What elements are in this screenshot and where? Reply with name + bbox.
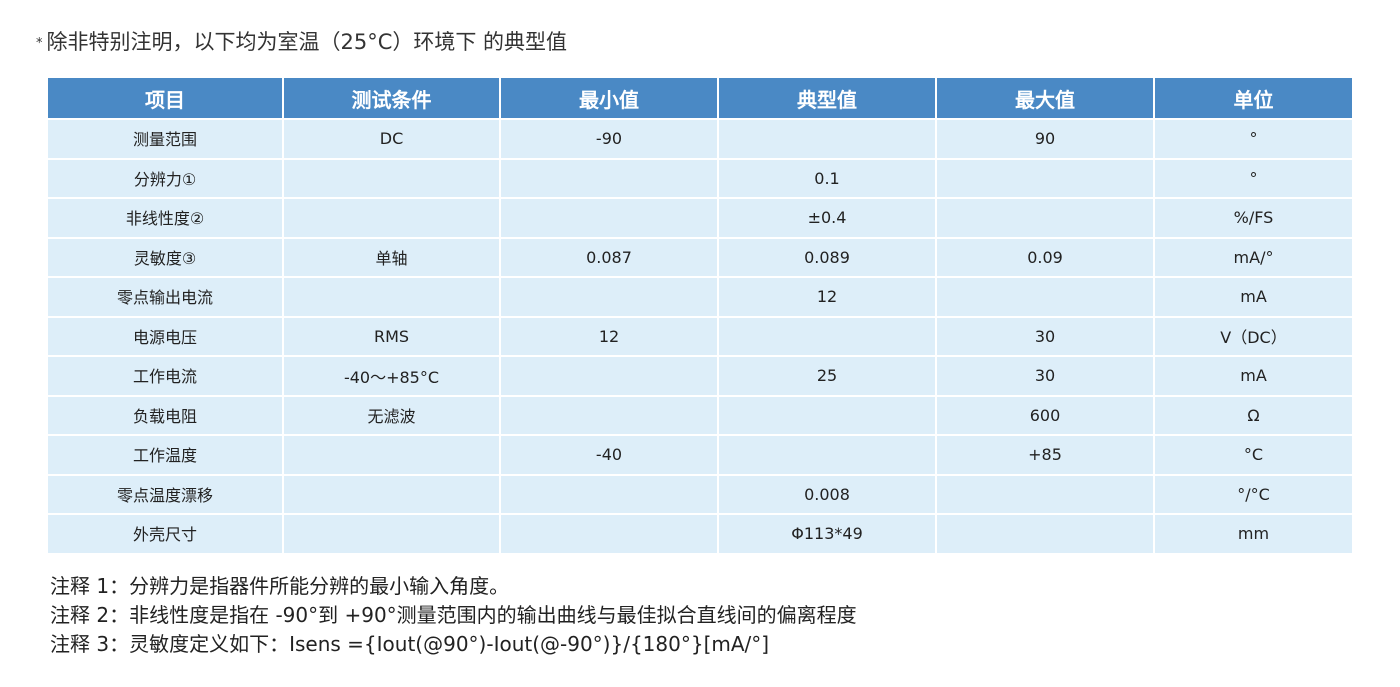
table-cell: mA bbox=[1154, 355, 1352, 396]
table-cell: 电源电压 bbox=[48, 315, 284, 356]
table-cell bbox=[718, 434, 937, 475]
table-cell bbox=[936, 157, 1155, 198]
table-cell bbox=[283, 434, 501, 475]
table-cell bbox=[936, 276, 1155, 317]
table-cell: 12 bbox=[718, 276, 937, 317]
table-cell: Ω bbox=[1154, 394, 1352, 435]
column-header: 单位 bbox=[1154, 78, 1352, 119]
column-header: 最小值 bbox=[500, 78, 719, 119]
table-cell: mA bbox=[1154, 276, 1352, 317]
footnote-1: 注释 1：分辨力是指器件所能分辨的最小输入角度。 bbox=[50, 574, 510, 598]
table-cell bbox=[936, 473, 1155, 514]
footnote-2: 注释 2：非线性度是指在 -90°到 +90°测量范围内的输出曲线与最佳拟合直线… bbox=[50, 603, 857, 627]
table-row: 零点输出电流 12 mA bbox=[48, 276, 1352, 317]
table-cell: 600 bbox=[936, 394, 1155, 435]
column-header: 测试条件 bbox=[283, 78, 501, 119]
table-cell bbox=[500, 276, 719, 317]
table-cell: Φ113*49 bbox=[718, 513, 937, 553]
table-cell bbox=[283, 513, 501, 553]
table-cell: 单轴 bbox=[283, 236, 501, 277]
table-cell: ±0.4 bbox=[718, 197, 937, 238]
column-header: 项目 bbox=[48, 78, 284, 119]
table-row: 工作电流 -40～+85°C 25 30 mA bbox=[48, 355, 1352, 396]
table-cell: 0.008 bbox=[718, 473, 937, 514]
table-cell bbox=[500, 355, 719, 396]
table-cell: V（DC） bbox=[1154, 315, 1352, 356]
table-cell: 25 bbox=[718, 355, 937, 396]
table-cell: 零点输出电流 bbox=[48, 276, 284, 317]
table-cell: 0.087 bbox=[500, 236, 719, 277]
table-row: 负载电阻 无滤波 600 Ω bbox=[48, 394, 1352, 435]
column-header: 典型值 bbox=[718, 78, 937, 119]
table-cell bbox=[500, 157, 719, 198]
table-cell: 30 bbox=[936, 315, 1155, 356]
table-cell: ° bbox=[1154, 157, 1352, 198]
table-cell: 非线性度② bbox=[48, 197, 284, 238]
table-cell: mm bbox=[1154, 513, 1352, 553]
table-row: 外壳尺寸 Φ113*49 mm bbox=[48, 513, 1352, 553]
table-cell: 90 bbox=[936, 118, 1155, 159]
table-row: 工作温度 -40 +85 °C bbox=[48, 434, 1352, 475]
table-cell: 测量范围 bbox=[48, 118, 284, 159]
table-cell: 0.1 bbox=[718, 157, 937, 198]
table-row: 灵敏度③ 单轴 0.087 0.089 0.09 mA/° bbox=[48, 236, 1352, 277]
table-cell bbox=[283, 157, 501, 198]
table-cell: DC bbox=[283, 118, 501, 159]
footnote-3: 注释 3：灵敏度定义如下：Isens ={Iout(@90°)-Iout(@-9… bbox=[50, 632, 770, 656]
table-cell bbox=[718, 315, 937, 356]
table-cell: %/FS bbox=[1154, 197, 1352, 238]
table-cell: 0.09 bbox=[936, 236, 1155, 277]
table-cell bbox=[936, 197, 1155, 238]
table-cell bbox=[718, 118, 937, 159]
table-row: 分辨力① 0.1 ° bbox=[48, 157, 1352, 198]
footnotes: 注释 1：分辨力是指器件所能分辨的最小输入角度。 注释 2：非线性度是指在 -9… bbox=[50, 572, 857, 659]
table-cell bbox=[283, 276, 501, 317]
column-header: 最大值 bbox=[936, 78, 1155, 119]
table-row: 非线性度② ±0.4 %/FS bbox=[48, 197, 1352, 238]
table-cell: 工作电流 bbox=[48, 355, 284, 396]
table-header: 项目 测试条件 最小值 典型值 最大值 单位 bbox=[48, 78, 1352, 119]
table-row: 电源电压 RMS 12 30 V（DC） bbox=[48, 315, 1352, 356]
table-cell: °C bbox=[1154, 434, 1352, 475]
table-cell: 分辨力① bbox=[48, 157, 284, 198]
table-cell: 零点温度漂移 bbox=[48, 473, 284, 514]
table-cell: mA/° bbox=[1154, 236, 1352, 277]
table-cell: 30 bbox=[936, 355, 1155, 396]
table-cell bbox=[500, 197, 719, 238]
table-cell: 外壳尺寸 bbox=[48, 513, 284, 553]
table-cell: 无滤波 bbox=[283, 394, 501, 435]
table-cell: +85 bbox=[936, 434, 1155, 475]
ambient-note: * 除非特别注明，以下均为室温（25°C）环境下 的典型值 bbox=[36, 26, 567, 56]
table-cell bbox=[500, 394, 719, 435]
table-cell: 灵敏度③ bbox=[48, 236, 284, 277]
table-cell: -40 bbox=[500, 434, 719, 475]
table-cell: 工作温度 bbox=[48, 434, 284, 475]
table-cell bbox=[936, 513, 1155, 553]
table-cell: 负载电阻 bbox=[48, 394, 284, 435]
table-cell bbox=[718, 394, 937, 435]
table-cell: -90 bbox=[500, 118, 719, 159]
ambient-note-text: 除非特别注明，以下均为室温（25°C）环境下 的典型值 bbox=[46, 30, 568, 54]
table-cell: -40～+85°C bbox=[283, 355, 501, 396]
table-cell: ° bbox=[1154, 118, 1352, 159]
table-cell: RMS bbox=[283, 315, 501, 356]
table-cell bbox=[500, 513, 719, 553]
table-cell bbox=[283, 473, 501, 514]
asterisk-marker: * bbox=[36, 35, 43, 51]
table-cell: 0.089 bbox=[718, 236, 937, 277]
table-cell: °/°C bbox=[1154, 473, 1352, 514]
table-cell: 12 bbox=[500, 315, 719, 356]
table-cell bbox=[283, 197, 501, 238]
table-row: 测量范围 DC -90 90 ° bbox=[48, 118, 1352, 159]
table-row: 零点温度漂移 0.008 °/°C bbox=[48, 473, 1352, 514]
table-cell bbox=[500, 473, 719, 514]
spec-table: 项目 测试条件 最小值 典型值 最大值 单位 测量范围 DC -90 90 ° 分辨力① 0.1 ° 非线… bbox=[48, 78, 1352, 553]
